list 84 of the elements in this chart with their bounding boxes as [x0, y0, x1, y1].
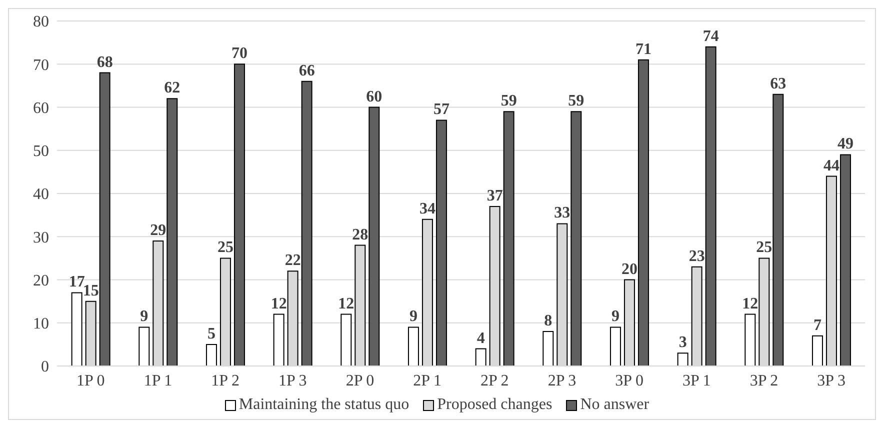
- data-label: 29: [150, 222, 166, 239]
- data-label: 71: [635, 40, 652, 58]
- data-label: 5: [207, 325, 216, 342]
- data-label: 12: [742, 295, 758, 312]
- bar: [570, 111, 582, 366]
- data-label: 63: [770, 75, 786, 92]
- y-tick-label: 30: [33, 229, 49, 246]
- bar: [206, 344, 217, 366]
- y-tick-label: 0: [41, 358, 49, 376]
- bar: [408, 326, 419, 366]
- bar: [840, 154, 851, 366]
- data-label: 9: [140, 308, 148, 326]
- data-label: 49: [837, 136, 854, 153]
- data-label: 34: [419, 200, 436, 218]
- bar: [744, 314, 756, 366]
- x-tick-label: 3P 3: [817, 372, 846, 390]
- y-tick-label: 50: [33, 143, 49, 160]
- data-label: 7: [813, 316, 822, 334]
- x-tick-label: 2P 1: [413, 372, 442, 390]
- y-tick-label: 60: [33, 100, 49, 117]
- y-tick-label: 40: [33, 186, 49, 204]
- data-label: 3: [678, 334, 687, 352]
- data-label: 74: [702, 28, 719, 45]
- data-label: 8: [544, 312, 552, 330]
- bar: [71, 292, 82, 366]
- bar: [368, 106, 380, 366]
- bar: [503, 111, 514, 366]
- data-label: 37: [486, 187, 503, 204]
- bar: [705, 46, 716, 366]
- data-label: 62: [164, 80, 180, 97]
- bar: [436, 120, 447, 366]
- x-tick-label: 1P 2: [211, 372, 240, 390]
- data-label: 60: [366, 88, 382, 106]
- legend-label: No answer: [579, 396, 650, 414]
- data-label: 44: [823, 157, 840, 174]
- data-label: 70: [231, 45, 248, 62]
- bar: [610, 326, 621, 366]
- y-tick-label: 10: [33, 316, 49, 333]
- legend-label: Proposed changes: [436, 396, 552, 414]
- bar: [812, 335, 823, 366]
- bar: [677, 352, 688, 366]
- data-label: 9: [611, 308, 620, 326]
- x-tick-label: 3P 0: [615, 372, 644, 390]
- data-label: 25: [756, 239, 772, 256]
- bar: [772, 94, 784, 366]
- x-tick-label: 3P 2: [750, 372, 778, 390]
- x-tick-label: 2P 3: [548, 372, 576, 390]
- data-label: 33: [554, 204, 570, 222]
- bar: [301, 80, 312, 366]
- data-label: 17: [68, 274, 85, 291]
- bar: [234, 64, 245, 366]
- data-label: 25: [217, 239, 234, 256]
- bar: [273, 314, 284, 366]
- data-label: 68: [96, 54, 113, 71]
- bar: [638, 59, 649, 366]
- y-tick-label: 70: [33, 56, 49, 74]
- y-tick-label: 80: [33, 14, 49, 31]
- bar: [542, 331, 554, 366]
- data-label: 22: [284, 252, 301, 270]
- data-label: 59: [500, 92, 517, 110]
- data-label: 23: [688, 248, 705, 265]
- data-label: 9: [409, 308, 418, 326]
- bar: [340, 314, 352, 366]
- data-label: 20: [621, 260, 638, 278]
- x-tick-label: 2P 2: [480, 372, 509, 390]
- y-tick-label: 20: [33, 272, 49, 290]
- data-label: 59: [568, 92, 584, 110]
- data-label: 57: [433, 101, 450, 118]
- x-tick-label: 1P 3: [278, 372, 307, 390]
- x-tick-label: 1P 0: [76, 372, 105, 390]
- data-label: 4: [476, 330, 485, 347]
- bar: [138, 326, 150, 366]
- bar: [475, 348, 486, 366]
- data-label: 12: [338, 295, 354, 312]
- x-tick-label: 2P 0: [346, 372, 374, 390]
- bar: [166, 98, 178, 366]
- data-label: 28: [352, 226, 368, 244]
- x-tick-label: 3P 1: [682, 372, 711, 390]
- x-tick-label: 1P 1: [144, 372, 172, 390]
- legend-label: Maintaining the status quo: [238, 396, 410, 414]
- data-label: 15: [82, 282, 99, 300]
- data-label: 66: [298, 62, 315, 80]
- bar: [99, 72, 110, 366]
- data-label: 12: [270, 295, 287, 312]
